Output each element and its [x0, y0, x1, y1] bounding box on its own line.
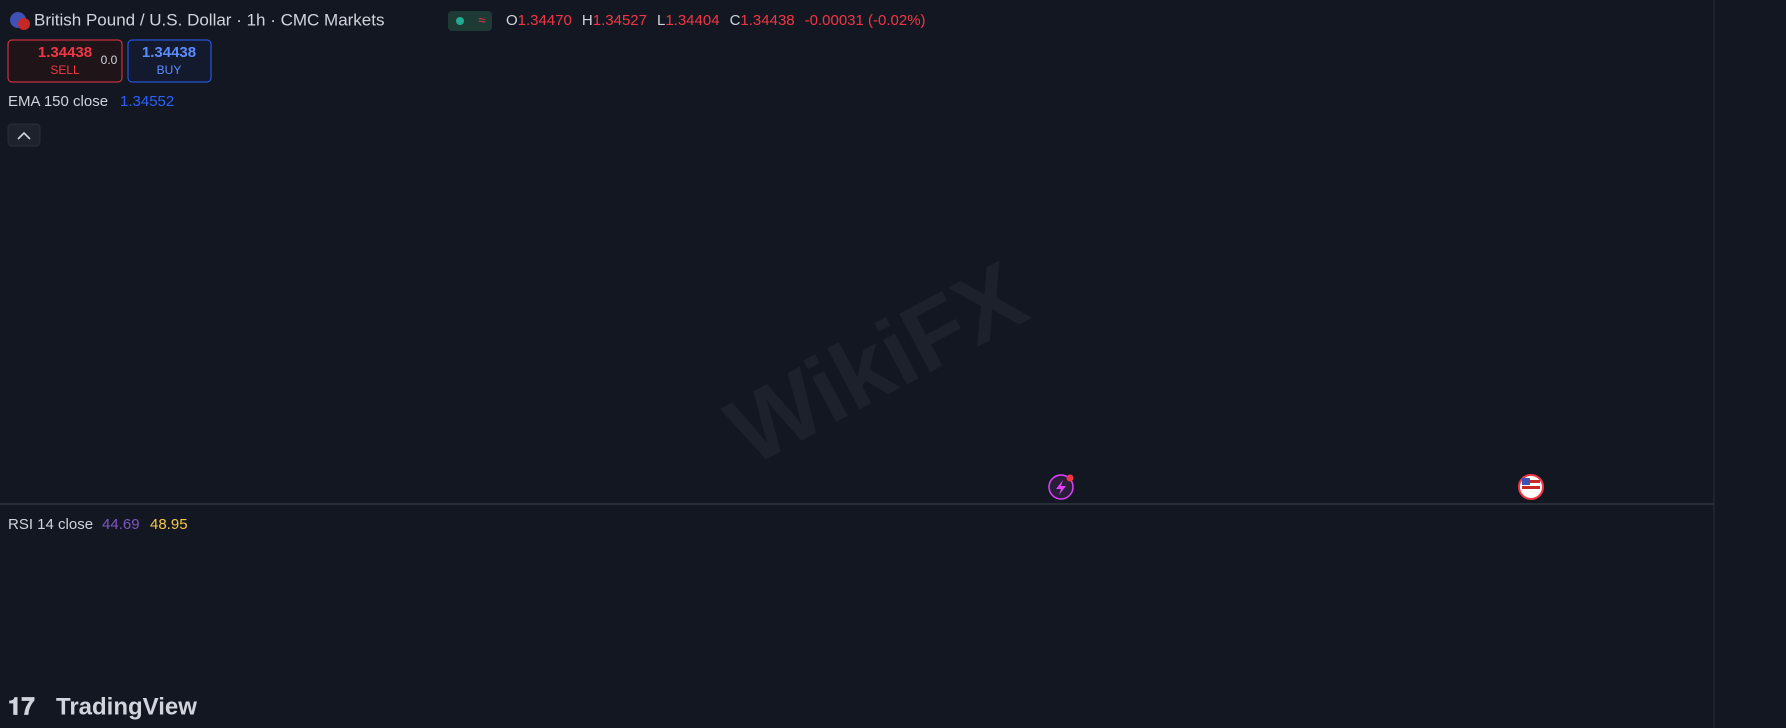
sell-price: 1.34438 — [38, 44, 92, 61]
spread: 0.0 — [101, 53, 118, 67]
market-status-icon: ≈ — [478, 12, 485, 27]
ohlc-value: 1.34527 — [593, 12, 647, 29]
symbol-title: British Pound / U.S. Dollar · 1h · CMC M… — [34, 10, 384, 29]
ohlc-value: 1.34438 — [740, 12, 794, 29]
buy-button[interactable] — [127, 39, 212, 83]
ema-legend: EMA 150 close — [8, 93, 108, 110]
sell-button[interactable] — [7, 39, 123, 83]
ohlc-value: 1.34404 — [665, 12, 719, 29]
ohlc-key: H — [582, 12, 593, 29]
rsi-ma-legend-value: 48.95 — [150, 516, 188, 533]
flag-canton — [1522, 478, 1530, 485]
rsi-legend-value: 44.69 — [102, 516, 140, 533]
symbol-flag-icon — [18, 18, 30, 30]
sell-label: SELL — [50, 63, 80, 77]
market-open-dot — [456, 17, 464, 25]
event-icon-bolt — [1056, 480, 1066, 495]
buy-price: 1.34438 — [142, 44, 196, 61]
ohlc-key: C — [730, 12, 741, 29]
ohlc-key: O — [506, 12, 518, 29]
buy-label: BUY — [157, 63, 182, 77]
ohlc-values: O1.34470 H1.34527 L1.34404 C1.34438 -0.00031… — [506, 12, 926, 29]
collapse-icon — [17, 131, 31, 140]
price-axis-background — [1714, 0, 1786, 728]
rsi-legend: RSI 14 close — [8, 516, 93, 533]
logo-mark: 𝟏𝟕 — [8, 693, 35, 720]
ohlc-key: L — [657, 12, 665, 29]
event-dot — [1066, 474, 1074, 482]
logo: TradingView — [56, 693, 197, 720]
ohlc-change: -0.00031 (-0.02%) — [805, 12, 926, 29]
flag-stripe — [1522, 480, 1540, 483]
ema-legend-value: 1.34552 — [120, 93, 174, 110]
ohlc-value: 1.34470 — [518, 12, 572, 29]
market-status[interactable] — [448, 11, 492, 31]
collapse-indicators-button[interactable] — [7, 123, 41, 147]
flag-stripe — [1522, 486, 1540, 489]
